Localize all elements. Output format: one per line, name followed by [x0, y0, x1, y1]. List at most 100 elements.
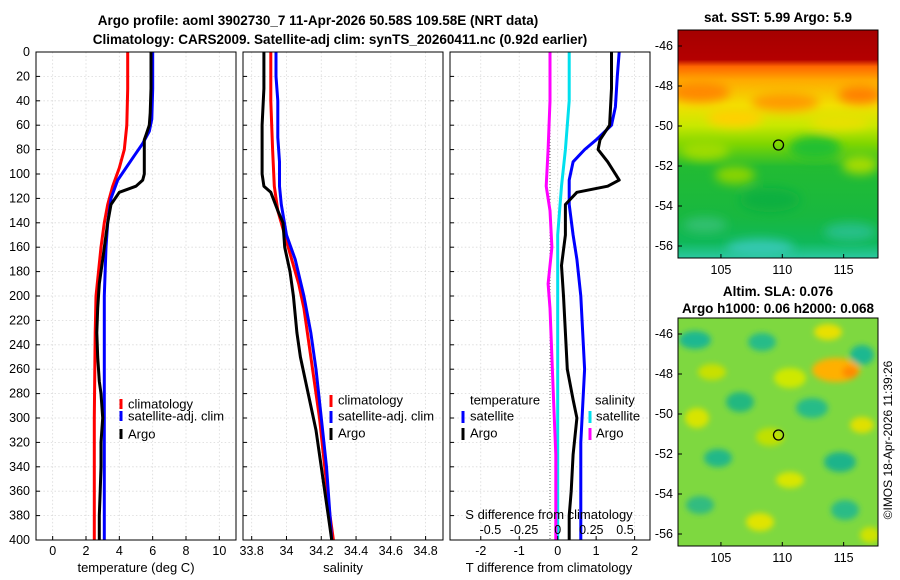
y-tick-label: 400 — [9, 533, 30, 547]
sst-blob — [678, 82, 730, 102]
x-tick-label: 33.8 — [240, 544, 264, 558]
sst-map-panel: sat. SST: 5.99 Argo: 5.9 105 110 115-46- — [655, 10, 879, 277]
x-tick-label: 0 — [554, 544, 561, 558]
difference-xlabel: T difference from climatology — [466, 560, 633, 575]
y-tick-label: 380 — [9, 509, 30, 523]
series-climatology — [92, 52, 130, 540]
legend-satellite-label: satellite-adj. clim — [128, 408, 224, 423]
map-x-tick-label: 110 — [772, 263, 792, 277]
sla-blob — [746, 513, 774, 531]
map-y-tick-label: -54 — [655, 199, 673, 213]
y-tick-label: 80 — [16, 143, 30, 157]
difference-lines — [544, 51, 621, 540]
sla-blob — [831, 500, 859, 520]
sst-blob — [838, 86, 878, 104]
sla-blob — [698, 364, 726, 380]
series-salinity-satellite — [556, 52, 571, 540]
difference-legend: temperature satellite Argo salinity sate… — [461, 392, 640, 440]
map-y-tick-label: -46 — [655, 327, 673, 341]
sla-axes-box — [677, 317, 879, 547]
y-tick-label: 240 — [9, 338, 30, 352]
x-tick-label: 34 — [280, 544, 294, 558]
map-x-tick-label: 105 — [711, 263, 732, 277]
salinity-ticks: 33.8 34 34.2 34.4 34.6 34.8 — [240, 51, 438, 558]
y-tick-label: 200 — [9, 289, 30, 303]
map-y-tick-label: -52 — [655, 447, 673, 461]
temperature-grid — [36, 51, 236, 541]
x-tick-label: 2 — [631, 544, 638, 558]
difference-ticks: -2 -1 0 1 2 — [450, 51, 638, 558]
map-x-tick-label: 115 — [834, 551, 854, 565]
series-temperature-argo — [560, 52, 621, 540]
map-y-tick-label: -50 — [655, 407, 673, 421]
legend-argo-label: Argo — [338, 425, 365, 440]
y-tick-label: 320 — [9, 435, 30, 449]
salinity-lines — [260, 52, 335, 541]
s-difference-tick-label: -0.25 — [510, 523, 539, 537]
salinity-xlabel: salinity — [323, 560, 363, 575]
legend-salinity-title: salinity — [595, 392, 635, 407]
temperature-lines — [92, 52, 155, 540]
y-tick-label: 100 — [9, 167, 30, 181]
sla-blob — [850, 345, 874, 365]
s-difference-tick-label: 0.25 — [579, 523, 603, 537]
x-tick-label: -1 — [514, 544, 525, 558]
x-tick-label: 4 — [116, 544, 123, 558]
map-y-tick-label: -48 — [655, 367, 673, 381]
sst-blob — [681, 140, 729, 160]
imos-watermark: ©IMOS 18-Apr-2026 11:39:26 — [881, 360, 895, 519]
map-y-tick-label: -52 — [655, 159, 673, 173]
sst-map-title: sat. SST: 5.99 Argo: 5.9 — [704, 10, 852, 25]
sla-texture — [679, 324, 878, 543]
sla-map-title-2: Argo h1000: 0.06 h2000: 0.068 — [682, 301, 875, 316]
s-difference-tick-label: 0 — [554, 523, 561, 537]
y-tick-label: 360 — [9, 484, 30, 498]
x-tick-label: 1 — [593, 544, 600, 558]
sla-map-title-1: Altim. SLA: 0.076 — [723, 284, 834, 299]
map-x-tick-label: 110 — [772, 551, 792, 565]
sst-texture — [678, 82, 878, 257]
temperature-ticks: 0 2 4 6 8 10020406080100120140160180200220240… — [9, 45, 226, 558]
map-y-tick-label: -50 — [655, 119, 673, 133]
legend-t-satellite-label: satellite — [470, 408, 514, 423]
legend-t-argo-label: Argo — [470, 425, 497, 440]
sst-blob — [810, 114, 870, 130]
temperature-xlabel: temperature (deg C) — [77, 560, 194, 575]
map-y-tick-label: -56 — [655, 527, 673, 541]
sla-blob — [686, 496, 714, 514]
map-y-tick-label: -54 — [655, 487, 673, 501]
y-tick-label: 40 — [16, 94, 30, 108]
sst-argo-marker — [772, 139, 785, 151]
legend-satellite-label: satellite-adj. clim — [338, 408, 434, 423]
sla-blob — [842, 366, 858, 378]
y-tick-label: 20 — [16, 69, 30, 83]
y-tick-label: 220 — [9, 313, 30, 327]
series-satellite-adj-clim — [274, 52, 334, 541]
temperature-panel: 0 2 4 6 8 10020406080100120140160180200220240… — [9, 45, 237, 575]
map-y-tick-label: -56 — [655, 239, 673, 253]
s-difference-tick-label: -0.5 — [480, 523, 502, 537]
x-tick-label: 2 — [83, 544, 90, 558]
salinity-panel: 33.8 34 34.2 34.4 34.6 34.8 salinity climatol… — [240, 51, 444, 575]
sla-blob — [776, 472, 804, 488]
x-tick-label: 34.6 — [379, 544, 403, 558]
title-line-2: Climatology: CARS2009. Satellite-adj cli… — [93, 32, 587, 47]
s-difference-label: S difference from climatology — [465, 507, 633, 522]
x-tick-label: 34.4 — [344, 544, 368, 558]
sla-blob — [814, 324, 842, 340]
series-climatology — [269, 52, 335, 541]
x-tick-label: 10 — [212, 544, 226, 558]
y-tick-label: 160 — [9, 240, 30, 254]
legend-climatology-label: climatology — [128, 396, 194, 411]
series-salinity-argo — [544, 52, 558, 540]
sla-blob — [685, 408, 709, 428]
title-line-1: Argo profile: aoml 3902730_7 11-Apr-2026… — [98, 13, 538, 28]
s-difference-ticks: -0.5 -0.25 0 0.25 0.5 — [480, 523, 634, 537]
x-tick-label: 0 — [49, 544, 56, 558]
y-tick-label: 260 — [9, 362, 30, 376]
sla-blob — [704, 449, 732, 467]
sla-map-panel: Altim. SLA: 0.076 Argo h1000: 0.06 h2000… — [655, 284, 879, 565]
sst-blob — [740, 188, 800, 212]
sst-blob — [715, 166, 755, 184]
